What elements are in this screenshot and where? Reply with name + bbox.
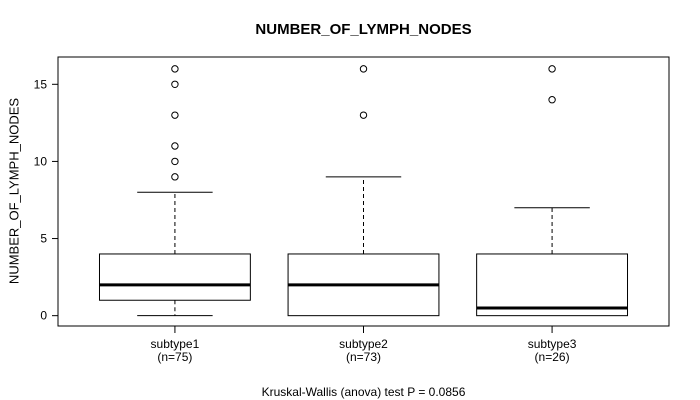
stat-test-annotation: Kruskal-Wallis (anova) test P = 0.0856 <box>261 385 466 399</box>
y-tick-label: 0 <box>40 309 47 323</box>
group-name: subtype1 <box>150 337 200 351</box>
outlier-point <box>548 65 556 73</box>
outlier-point <box>359 65 368 73</box>
group-name: subtype3 <box>527 337 577 351</box>
iqr-box <box>476 253 629 317</box>
group-count: (n=75) <box>157 350 193 364</box>
x-label-group-2: subtype2 (n=73) <box>339 338 388 364</box>
outlier-point <box>548 96 556 104</box>
y-tick-label: 5 <box>40 232 47 246</box>
outlier-point <box>171 65 179 73</box>
outlier-point <box>171 80 179 89</box>
chart-title: NUMBER_OF_LYMPH_NODES <box>255 21 472 38</box>
y-tick-label: 15 <box>34 77 48 91</box>
iqr-box <box>98 253 251 301</box>
group-count: (n=73) <box>345 350 382 364</box>
outlier-point <box>171 111 179 119</box>
outlier-point <box>359 111 368 119</box>
outlier-point <box>171 142 179 150</box>
group-name: subtype2 <box>339 337 388 351</box>
group-count: (n=26) <box>534 350 570 364</box>
outlier-point <box>171 173 179 181</box>
x-label-group-1: subtype1 (n=75) <box>151 338 200 364</box>
outlier-point <box>171 157 179 166</box>
y-tick-label: 10 <box>34 154 48 168</box>
x-label-group-3: subtype3 (n=26) <box>528 338 577 364</box>
